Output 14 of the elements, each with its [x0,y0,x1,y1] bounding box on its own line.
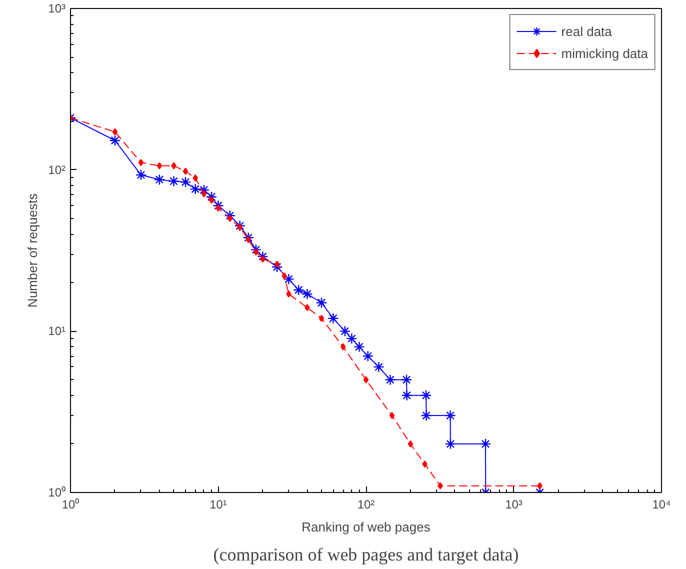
y-tick-label: 10⁰ [48,486,66,500]
x-tick-label: 10⁴ [652,498,671,512]
x-tick-label: 10² [357,498,375,512]
x-tick-label: 10¹ [210,498,227,512]
y-tick-label: 10¹ [48,324,66,338]
legend-label: real data [561,24,612,38]
text: (comparison of web pages and target data) [213,544,519,564]
legend-label: mimicking data [561,46,648,60]
x-axis-title: Ranking of web pages [302,520,431,534]
y-tick-label: 10³ [48,2,66,16]
x-tick-label: 10⁰ [62,498,80,512]
y-tick-label: 10² [48,162,66,177]
y-axis-title: Number of requests [25,192,40,308]
x-tick-label: 10³ [505,498,522,512]
